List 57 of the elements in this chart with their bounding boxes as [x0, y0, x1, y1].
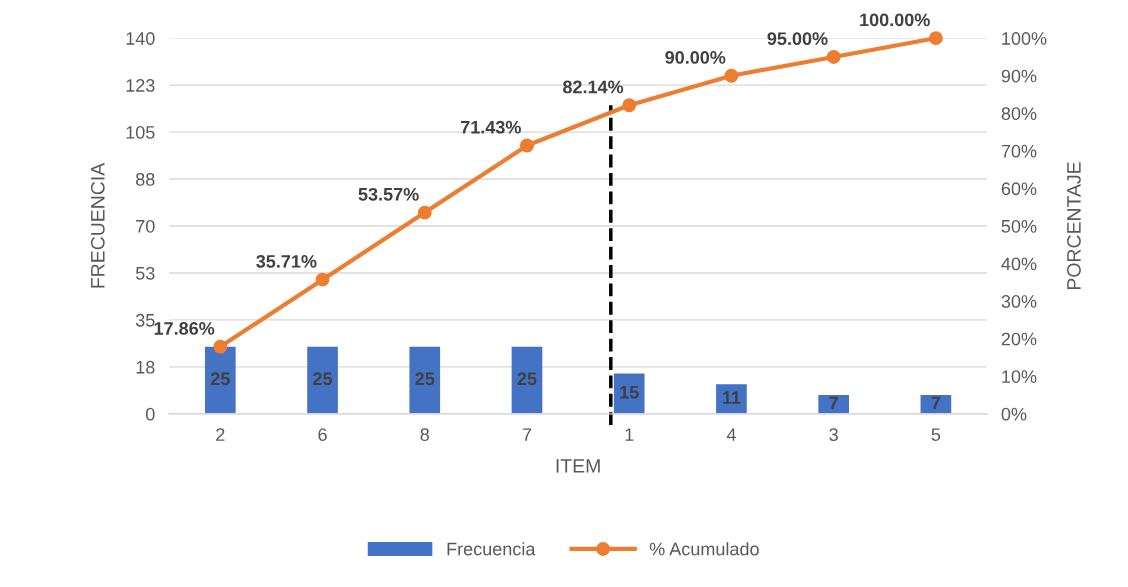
x-tick-label: 1 — [625, 428, 634, 441]
data-label: 90.00% — [665, 51, 726, 64]
y-tick-label: 53 — [135, 266, 155, 280]
point — [724, 68, 739, 83]
data-label: 17.86% — [154, 322, 215, 335]
y-tick-label: 140 — [126, 32, 155, 45]
y2-tick-label: 60% — [1001, 182, 1037, 196]
x-tick-label: 8 — [420, 428, 429, 441]
data-label: 82.14% — [563, 80, 624, 94]
y2-tick-label: 70% — [1001, 144, 1037, 158]
y-axis-title: FRECUENCIA — [90, 162, 105, 288]
legend-label: % Acumulado — [649, 542, 759, 556]
y2-tick-label: 40% — [1001, 257, 1037, 271]
point — [213, 339, 228, 354]
point — [315, 272, 330, 287]
data-label: 25 — [415, 372, 435, 386]
y2-tick-label: 50% — [1001, 219, 1037, 233]
y-tick-label: 123 — [126, 79, 155, 92]
y2-tick-label: 10% — [1002, 370, 1037, 383]
y2-tick-label: 90% — [1001, 69, 1037, 83]
x-tick-label: 5 — [931, 428, 941, 441]
data-label: 25 — [517, 372, 537, 386]
y-tick-label: 18 — [136, 360, 155, 374]
point — [622, 98, 637, 113]
y-tick-label: 0 — [145, 407, 155, 421]
x-tick-label: 4 — [726, 428, 736, 441]
y2-tick-label: 100% — [1002, 32, 1047, 45]
data-label: 11 — [723, 391, 741, 404]
point — [417, 205, 432, 220]
data-label: 7 — [931, 396, 941, 410]
y2-tick-label: 0% — [1001, 407, 1027, 421]
legend-label: Frecuencia — [447, 542, 536, 556]
y-tick-label: 105 — [126, 126, 155, 139]
y-tick-label: 35 — [135, 313, 155, 327]
y2-axis-title: PORCENTAJE — [1067, 162, 1081, 290]
data-label: 25 — [313, 372, 333, 386]
data-label: 7 — [829, 396, 838, 410]
x-tick-label: 6 — [318, 428, 327, 441]
point — [520, 138, 534, 153]
y-tick-label: 70 — [136, 219, 155, 233]
data-label: 100.00% — [860, 13, 930, 27]
data-label: 15 — [620, 385, 639, 399]
data-label: 53.57% — [358, 187, 419, 201]
point — [826, 49, 841, 64]
x-tick-label: 3 — [829, 428, 838, 441]
data-label: 95.00% — [767, 32, 828, 46]
x-axis-title: ITEM — [556, 459, 600, 473]
data-label: 25 — [210, 372, 230, 386]
y2-tick-label: 30% — [1001, 295, 1037, 308]
y2-tick-label: 80% — [1001, 107, 1037, 121]
data-label: 71.43% — [460, 120, 521, 134]
point — [928, 31, 943, 46]
x-tick-label: 2 — [216, 428, 225, 441]
y2-tick-label: 20% — [1001, 332, 1037, 346]
data-label: 35.71% — [256, 254, 317, 268]
x-tick-label: 7 — [522, 428, 532, 441]
y-tick-label: 88 — [136, 172, 155, 186]
